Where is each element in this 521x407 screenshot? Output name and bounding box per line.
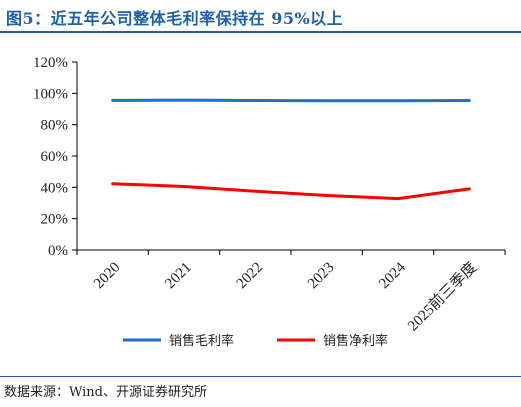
x-tick-label: 2022 — [234, 260, 267, 293]
y-tick-label: 100% — [33, 86, 68, 102]
source-divider — [0, 376, 521, 377]
line-chart: 0% 20% 40% 60% 80% 100% 120% 2020 2021 2022 2023 20… — [33, 55, 506, 349]
data-point — [396, 197, 400, 200]
title-divider — [0, 31, 521, 33]
legend-label-2: 销售净利率 — [323, 333, 388, 349]
y-tick-label: 120% — [33, 55, 68, 71]
x-tick-label: 2025前三季度 — [404, 259, 480, 335]
data-point — [182, 98, 186, 102]
figure-title: 图5：近五年公司整体毛利率保持在 95%以上 — [6, 9, 344, 28]
data-point — [111, 99, 114, 102]
x-tick-label: 2020 — [91, 260, 124, 293]
x-tick-label: 2021 — [162, 260, 195, 293]
y-tick-label: 0% — [48, 243, 68, 259]
data-point — [254, 190, 257, 193]
data-point — [254, 99, 257, 102]
chart-legend: 销售毛利率 销售净利率 — [123, 333, 388, 349]
chart-series — [111, 98, 471, 201]
y-tick-label: 80% — [41, 118, 69, 134]
y-tick-label: 60% — [41, 149, 69, 165]
series-line-1 — [111, 98, 471, 103]
y-tick-label: 20% — [41, 212, 69, 228]
data-point — [468, 187, 471, 191]
data-point — [468, 99, 471, 102]
series-line-2 — [111, 182, 471, 201]
data-point — [182, 185, 186, 188]
data-point — [325, 99, 328, 102]
y-tick-label: 40% — [41, 180, 69, 196]
source-note: 数据来源：Wind、开源证券研究所 — [4, 385, 207, 400]
data-point — [325, 194, 328, 197]
legend-label-1: 销售毛利率 — [169, 333, 234, 349]
data-point — [396, 99, 400, 102]
x-tick-label: 2024 — [376, 259, 409, 292]
x-tick-label: 2023 — [305, 260, 338, 293]
data-point — [111, 182, 114, 185]
